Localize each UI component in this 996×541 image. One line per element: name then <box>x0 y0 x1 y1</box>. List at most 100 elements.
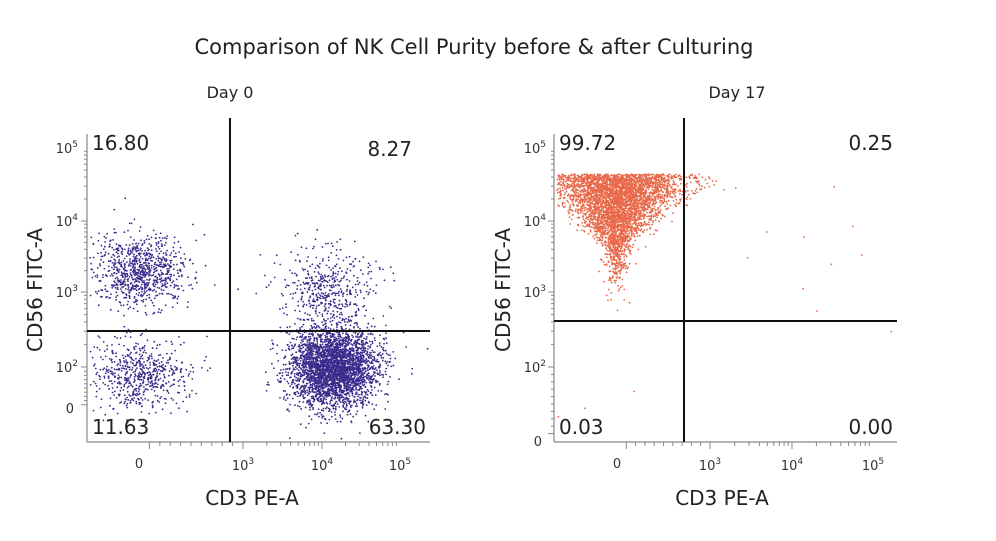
event-point <box>283 396 285 398</box>
event-point <box>330 404 333 407</box>
event-point <box>120 304 122 307</box>
event-point <box>361 350 364 352</box>
event-point <box>287 374 290 376</box>
event-point <box>323 328 326 331</box>
event-point <box>146 254 148 257</box>
event-point <box>345 300 348 303</box>
event-point <box>106 344 109 347</box>
event-point <box>350 263 353 265</box>
event-point <box>123 257 126 260</box>
event-point <box>174 365 176 368</box>
event-point <box>340 336 343 339</box>
event-point <box>191 366 194 369</box>
event-point <box>138 281 141 284</box>
event-point <box>135 242 138 245</box>
event-point <box>336 375 338 378</box>
event-point <box>379 351 381 354</box>
event-point <box>329 400 332 403</box>
event-point <box>343 402 346 405</box>
event-point <box>345 345 348 348</box>
event-point <box>341 396 343 399</box>
event-point <box>129 258 132 260</box>
event-point <box>271 339 273 342</box>
event-point <box>120 376 123 379</box>
event-point <box>279 326 282 329</box>
event-point <box>109 370 112 373</box>
event-point <box>299 332 301 335</box>
event-point <box>385 337 387 340</box>
event-point <box>328 279 331 282</box>
event-point <box>117 247 120 250</box>
event-point <box>371 368 374 370</box>
event-point <box>292 369 295 371</box>
event-point <box>346 321 349 324</box>
event-point <box>362 356 365 359</box>
event-point <box>315 391 318 393</box>
event-point <box>324 334 326 337</box>
event-point <box>345 404 348 407</box>
event-point <box>111 387 114 389</box>
event-point <box>132 246 135 248</box>
event-point <box>321 415 324 418</box>
event-point <box>188 393 191 396</box>
event-point <box>129 273 132 276</box>
event-point <box>177 240 180 243</box>
event-point <box>336 345 339 347</box>
event-point <box>152 285 155 287</box>
event-point <box>346 369 349 371</box>
event-point <box>131 398 134 401</box>
event-point <box>107 375 110 378</box>
event-point <box>355 373 357 375</box>
event-point <box>347 365 350 368</box>
event-point <box>328 418 331 421</box>
event-point <box>288 410 290 413</box>
event-point <box>327 242 329 245</box>
event-point <box>175 368 178 371</box>
event-point <box>344 306 346 308</box>
event-point <box>125 377 127 380</box>
event-point <box>301 333 304 336</box>
event-point <box>375 404 378 406</box>
event-point <box>158 308 161 311</box>
event-point <box>301 335 304 337</box>
event-point <box>313 337 316 339</box>
event-point <box>180 262 182 264</box>
event-point <box>345 299 348 302</box>
event-point <box>302 340 304 343</box>
event-point <box>311 389 314 392</box>
event-point <box>130 282 133 284</box>
event-point <box>163 257 166 260</box>
event-point <box>354 258 357 260</box>
event-point <box>370 357 373 359</box>
event-point <box>323 384 326 386</box>
event-point <box>155 242 158 244</box>
event-point <box>153 340 156 343</box>
event-point <box>182 261 185 264</box>
event-point <box>134 246 137 249</box>
event-point <box>154 376 157 379</box>
event-point <box>139 365 142 367</box>
event-point <box>336 315 338 318</box>
event-point <box>335 249 338 251</box>
event-point <box>166 272 169 275</box>
event-point <box>97 290 100 293</box>
event-point <box>127 377 130 380</box>
event-point <box>339 316 341 319</box>
event-point <box>195 392 198 395</box>
event-point <box>371 381 373 384</box>
event-point <box>192 223 194 226</box>
event-point <box>312 307 314 309</box>
event-point <box>327 362 330 365</box>
event-point <box>145 238 148 241</box>
event-point <box>306 367 308 369</box>
event-point <box>277 360 280 362</box>
event-point <box>344 363 347 365</box>
event-point <box>96 346 99 349</box>
event-point <box>371 342 374 345</box>
event-point <box>305 281 308 284</box>
event-point <box>148 238 151 241</box>
event-point <box>302 352 304 355</box>
event-point <box>375 284 378 287</box>
event-point <box>98 387 101 390</box>
event-point <box>121 253 124 256</box>
